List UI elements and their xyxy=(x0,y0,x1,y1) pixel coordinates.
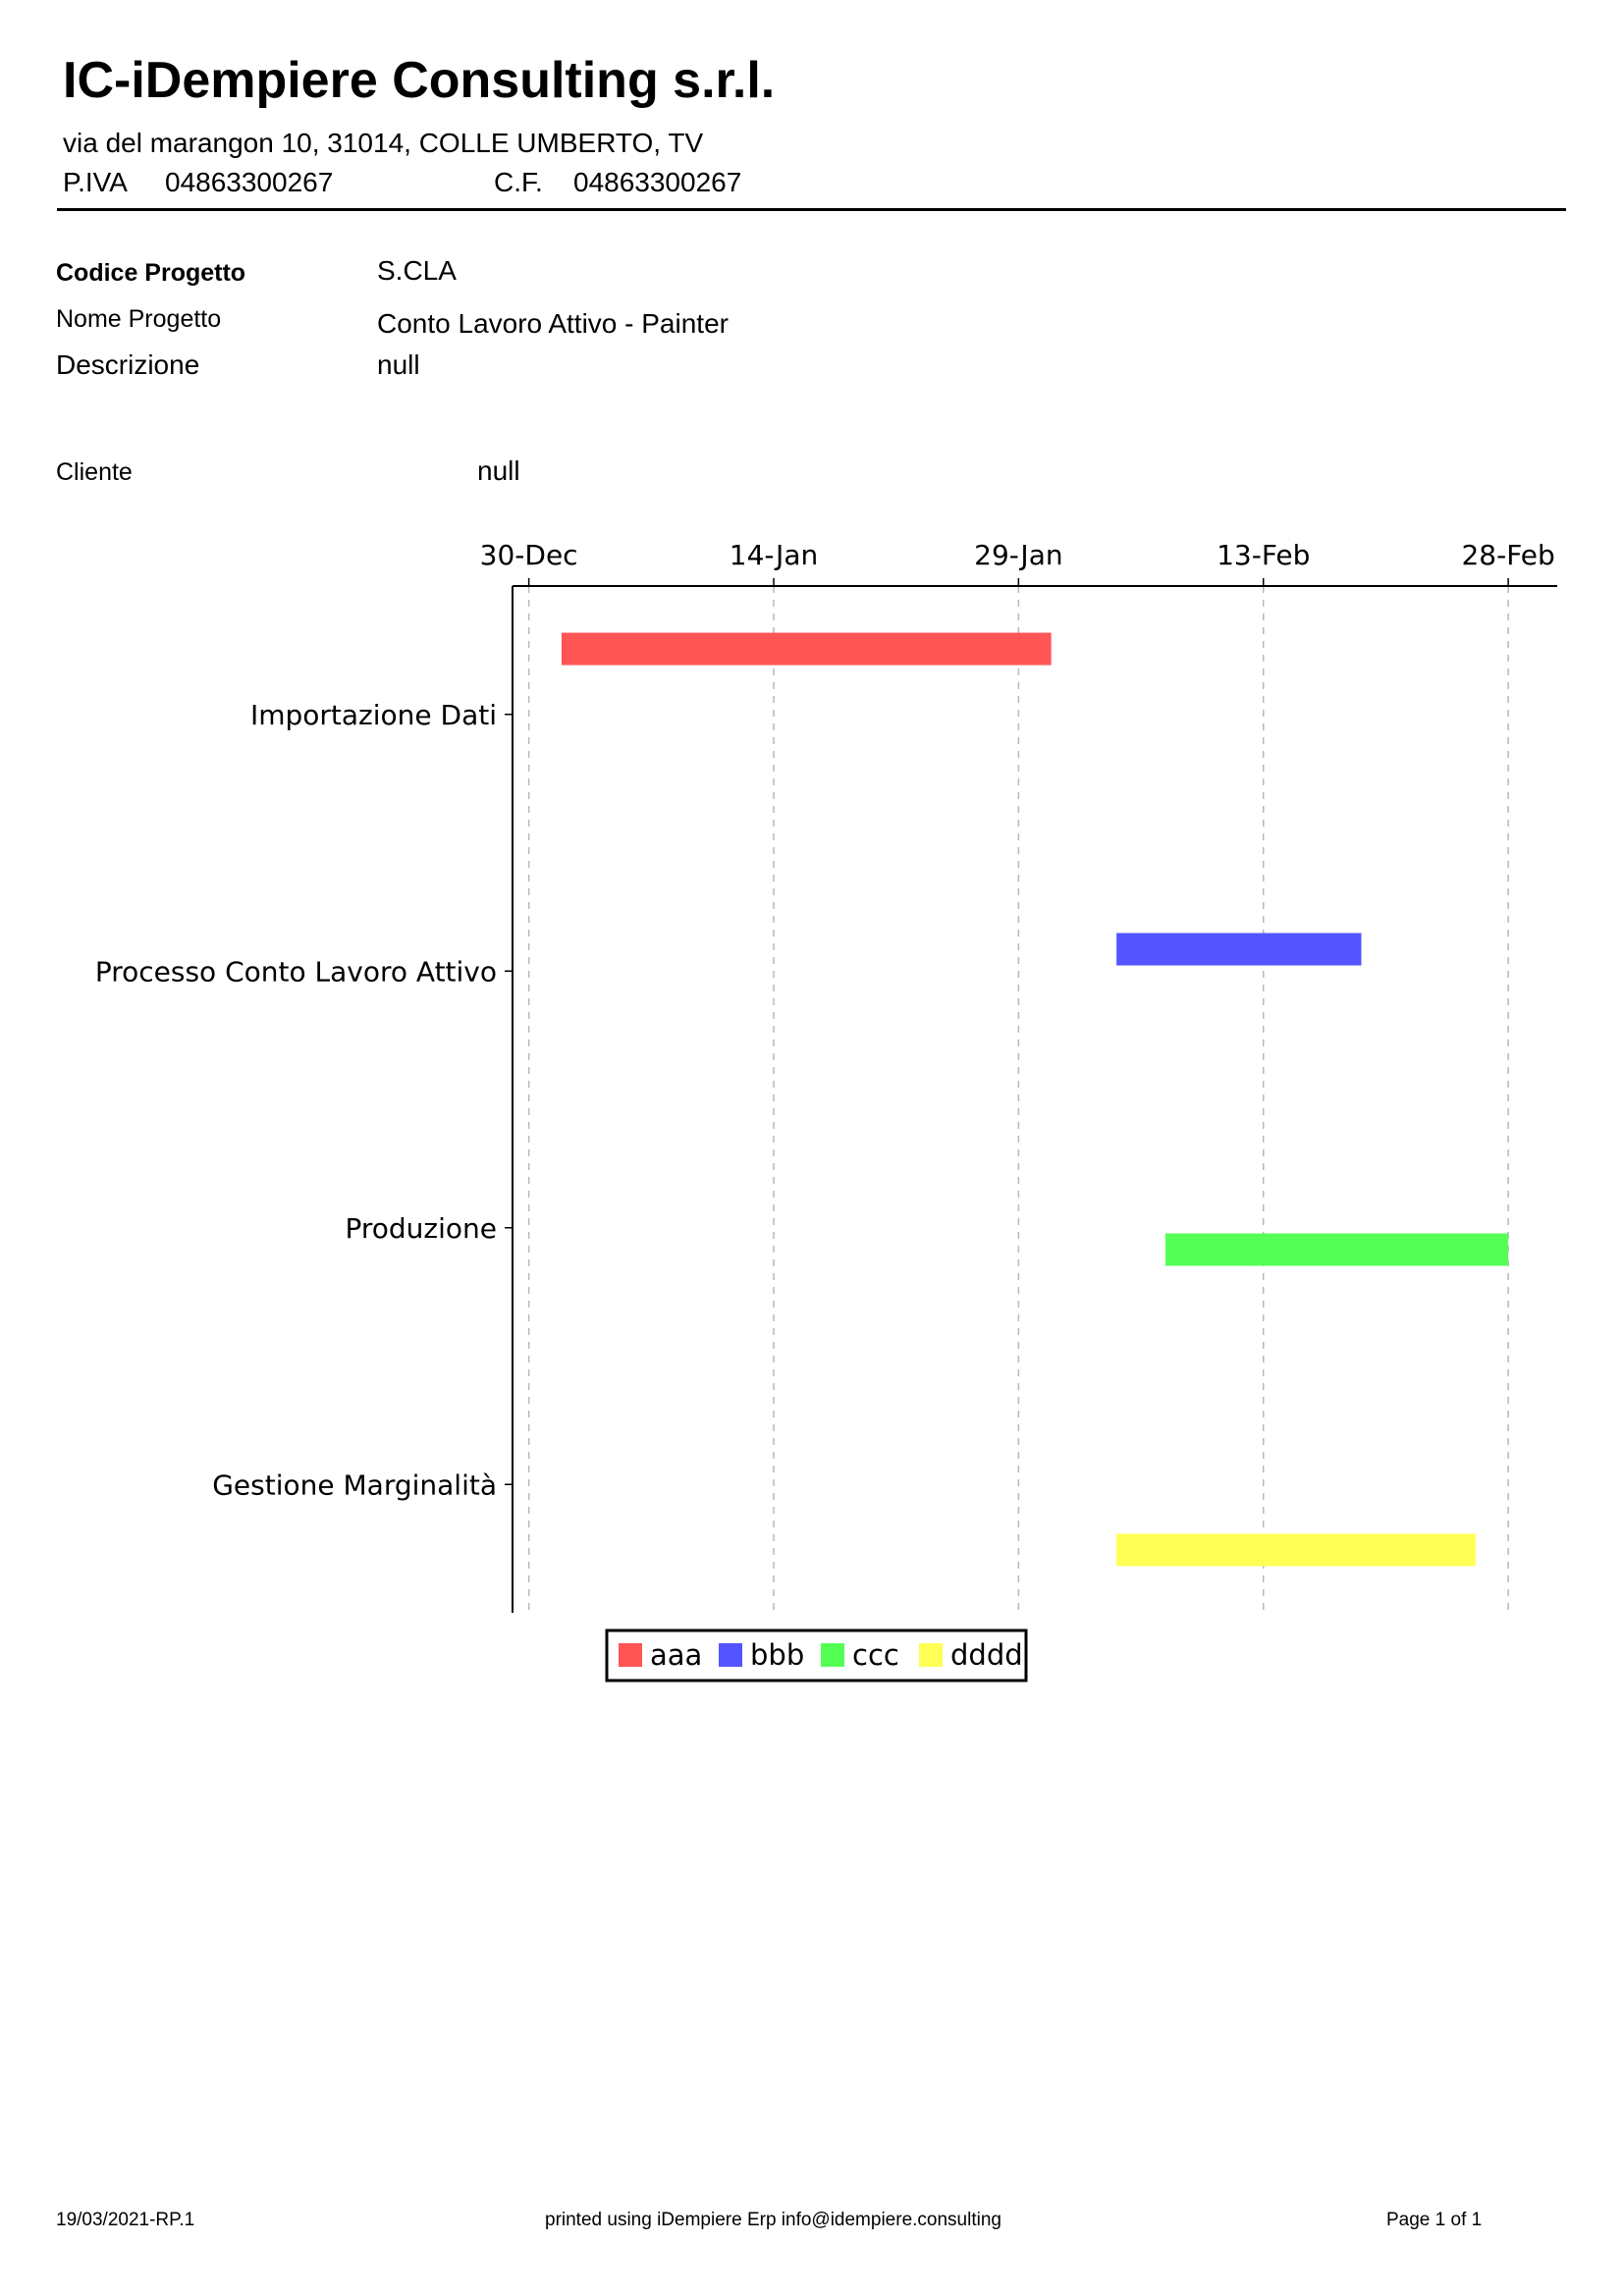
x-tick-label: 30-Dec xyxy=(480,539,578,571)
footer-report-id: 19/03/2021-RP.1 xyxy=(56,2210,195,2230)
x-tick-label: 29-Jan xyxy=(974,539,1062,571)
cf-label: C.F. xyxy=(494,167,543,197)
legend-swatch xyxy=(821,1643,844,1667)
vat-label: P.IVA xyxy=(63,167,128,197)
header-divider xyxy=(57,208,1566,211)
company-address: via del marangon 10, 31014, COLLE UMBERT… xyxy=(63,128,704,158)
legend-label: aaa xyxy=(650,1638,702,1672)
gantt-bar-aaa xyxy=(561,632,1052,666)
legend-box xyxy=(605,1629,1028,1682)
legend-label: ccc xyxy=(852,1638,899,1672)
footer-printed-by: printed using iDempiere Erp info@idempie… xyxy=(545,2210,1001,2230)
category-label: Gestione Marginalità xyxy=(212,1468,497,1501)
x-tick-label: 14-Jan xyxy=(730,539,818,571)
client-label: Cliente xyxy=(56,458,133,486)
legend-swatch xyxy=(719,1643,742,1667)
project-description-value: null xyxy=(377,349,420,380)
client-value: null xyxy=(477,455,520,486)
vat-value: 04863300267 xyxy=(165,167,334,197)
legend-swatch xyxy=(919,1643,943,1667)
gantt-chart: 30-Dec 14-Jan 29-Jan 13-Feb 28-Feb Importazi… xyxy=(95,539,1557,1682)
legend-label: bbb xyxy=(750,1638,804,1672)
category-label: Produzione xyxy=(345,1212,497,1245)
gantt-bar-dddd xyxy=(1116,1533,1476,1567)
project-code-value: S.CLA xyxy=(377,255,457,286)
category-label: Importazione Dati xyxy=(250,699,497,731)
gantt-bar-ccc xyxy=(1165,1233,1509,1266)
cf-value: 04863300267 xyxy=(573,167,742,197)
x-tick-label: 13-Feb xyxy=(1217,539,1310,571)
gantt-bar-bbb xyxy=(1116,933,1362,966)
project-name-label: Nome Progetto xyxy=(56,305,222,333)
company-name: IC-iDempiere Consulting s.r.l. xyxy=(63,52,776,109)
legend-label: dddd xyxy=(950,1638,1023,1672)
footer-page-number: Page 1 of 1 xyxy=(1386,2210,1483,2230)
project-description-label: Descrizione xyxy=(56,349,200,380)
project-name-value: Conto Lavoro Attivo - Painter xyxy=(377,308,729,339)
project-code-label: Codice Progetto xyxy=(56,259,246,287)
category-label: Processo Conto Lavoro Attivo xyxy=(95,955,497,988)
legend-swatch xyxy=(619,1643,642,1667)
x-tick-label: 28-Feb xyxy=(1461,539,1554,571)
